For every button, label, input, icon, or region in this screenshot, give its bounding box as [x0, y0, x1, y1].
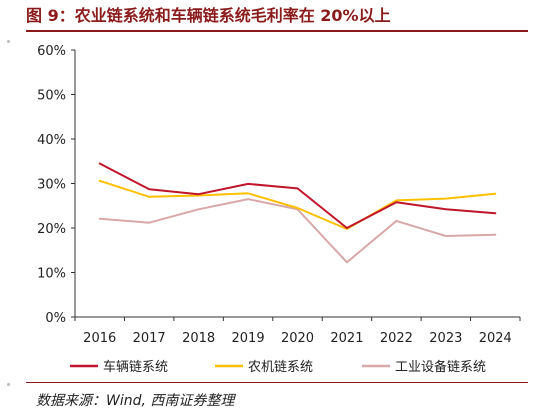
- x-tick-label: 2020: [281, 331, 314, 346]
- x-tick-label: 2019: [232, 331, 265, 346]
- legend-label: 车辆链系统: [103, 359, 168, 375]
- y-tick-label: 30%: [37, 178, 66, 193]
- x-tick-label: 2023: [429, 331, 462, 346]
- legend-label: 工业设备链系统: [395, 359, 486, 375]
- x-tick-label: 2022: [380, 331, 413, 346]
- y-tick-label: 40%: [37, 133, 66, 148]
- y-tick-group: 0% 10% 20% 30% 40% 50% 60%: [37, 44, 75, 326]
- axes: [74, 50, 520, 318]
- x-tick-group: 2016 2017 2018 2019 2020 2021 2022 2023 2024: [74, 317, 521, 346]
- x-tick-label: 2024: [479, 331, 512, 346]
- margin-dot: [7, 383, 10, 386]
- y-tick-label: 0%: [45, 311, 66, 326]
- x-tick-label: 2018: [182, 331, 215, 346]
- legend-label: 农机链系统: [248, 360, 313, 375]
- source-rule: [26, 382, 528, 383]
- x-tick-label: 2017: [133, 331, 166, 346]
- y-tick-label: 20%: [37, 222, 66, 237]
- figure-title: 图 9：农业链系统和车辆链系统毛利率在 20%以上: [26, 6, 391, 25]
- x-tick-label: 2021: [330, 331, 363, 346]
- x-tick-label: 2016: [83, 331, 116, 346]
- legend: 车辆链系统 农机链系统 工业设备链系统: [70, 359, 486, 375]
- title-rule: [26, 30, 528, 32]
- series-line: [98, 198, 497, 264]
- y-tick-label: 50%: [37, 89, 66, 104]
- series-group: [98, 162, 497, 264]
- y-tick-label: 60%: [37, 44, 66, 59]
- series-line: [98, 162, 497, 229]
- source-note: 数据来源：Wind, 西南证券整理: [36, 393, 235, 409]
- margin-dot: [7, 40, 10, 43]
- y-tick-label: 10%: [37, 267, 66, 282]
- series-line: [98, 179, 497, 230]
